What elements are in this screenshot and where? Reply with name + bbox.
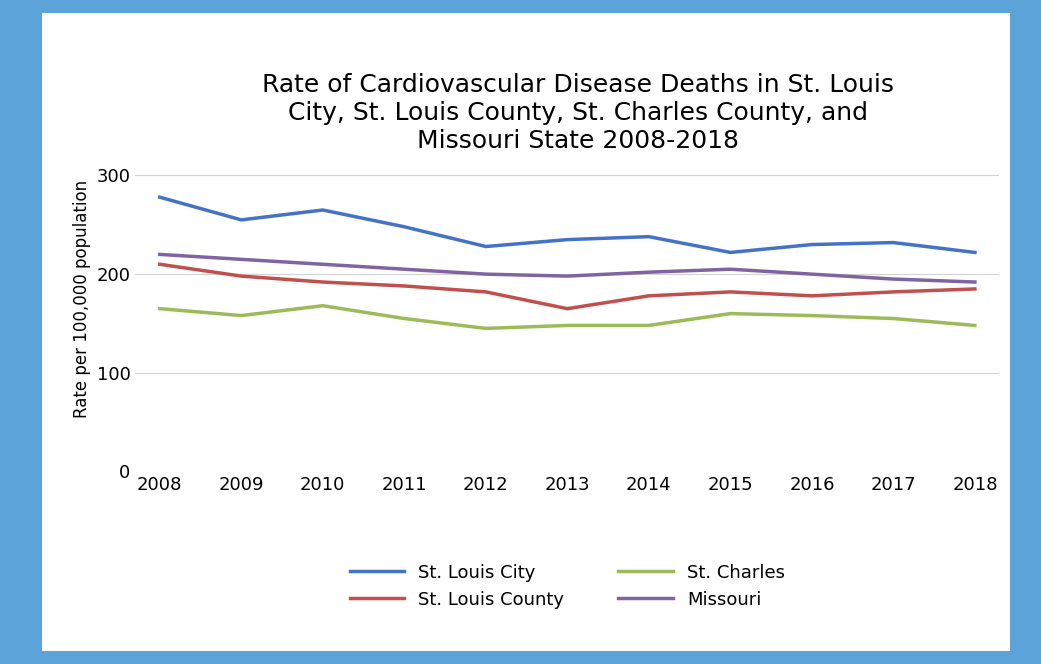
St. Louis County xyxy=(887,288,899,296)
Missouri xyxy=(480,270,492,278)
Missouri xyxy=(969,278,982,286)
St. Charles xyxy=(235,311,248,319)
St. Louis City xyxy=(480,242,492,250)
Missouri xyxy=(316,260,329,268)
St. Charles xyxy=(316,301,329,309)
St. Louis City xyxy=(642,232,655,240)
St. Charles xyxy=(642,321,655,329)
St. Louis County xyxy=(480,288,492,296)
St. Charles xyxy=(806,311,818,319)
St. Charles xyxy=(153,305,166,313)
Line: St. Louis City: St. Louis City xyxy=(159,197,975,252)
St. Louis City xyxy=(153,193,166,201)
St. Charles xyxy=(561,321,574,329)
St. Louis County xyxy=(398,282,410,290)
St. Louis County xyxy=(316,278,329,286)
St. Louis City xyxy=(887,238,899,246)
Line: St. Louis County: St. Louis County xyxy=(159,264,975,309)
Missouri xyxy=(153,250,166,258)
Missouri xyxy=(561,272,574,280)
Legend: St. Louis City, St. Louis County, St. Charles, Missouri: St. Louis City, St. Louis County, St. Ch… xyxy=(342,556,792,616)
Text: Rate of Cardiovascular Disease Deaths in St. Louis
City, St. Louis County, St. C: Rate of Cardiovascular Disease Deaths in… xyxy=(261,73,894,153)
St. Louis County xyxy=(806,292,818,300)
St. Louis City xyxy=(561,236,574,244)
Missouri xyxy=(806,270,818,278)
St. Louis County xyxy=(235,272,248,280)
Line: St. Charles: St. Charles xyxy=(159,305,975,329)
St. Louis County xyxy=(561,305,574,313)
St. Charles xyxy=(969,321,982,329)
St. Louis City xyxy=(316,206,329,214)
Missouri xyxy=(398,265,410,273)
Missouri xyxy=(725,265,737,273)
St. Charles xyxy=(398,315,410,323)
Missouri xyxy=(235,256,248,264)
Y-axis label: Rate per 100,000 population: Rate per 100,000 population xyxy=(73,180,91,418)
St. Charles xyxy=(480,325,492,333)
St. Charles xyxy=(887,315,899,323)
St. Louis County xyxy=(153,260,166,268)
St. Louis City xyxy=(398,223,410,231)
St. Louis City xyxy=(969,248,982,256)
Missouri xyxy=(642,268,655,276)
Missouri xyxy=(887,275,899,283)
St. Louis County xyxy=(969,285,982,293)
Line: Missouri: Missouri xyxy=(159,254,975,282)
St. Louis City xyxy=(235,216,248,224)
St. Louis City xyxy=(806,240,818,248)
St. Louis County xyxy=(725,288,737,296)
St. Charles xyxy=(725,309,737,317)
St. Louis County xyxy=(642,292,655,300)
St. Louis City xyxy=(725,248,737,256)
